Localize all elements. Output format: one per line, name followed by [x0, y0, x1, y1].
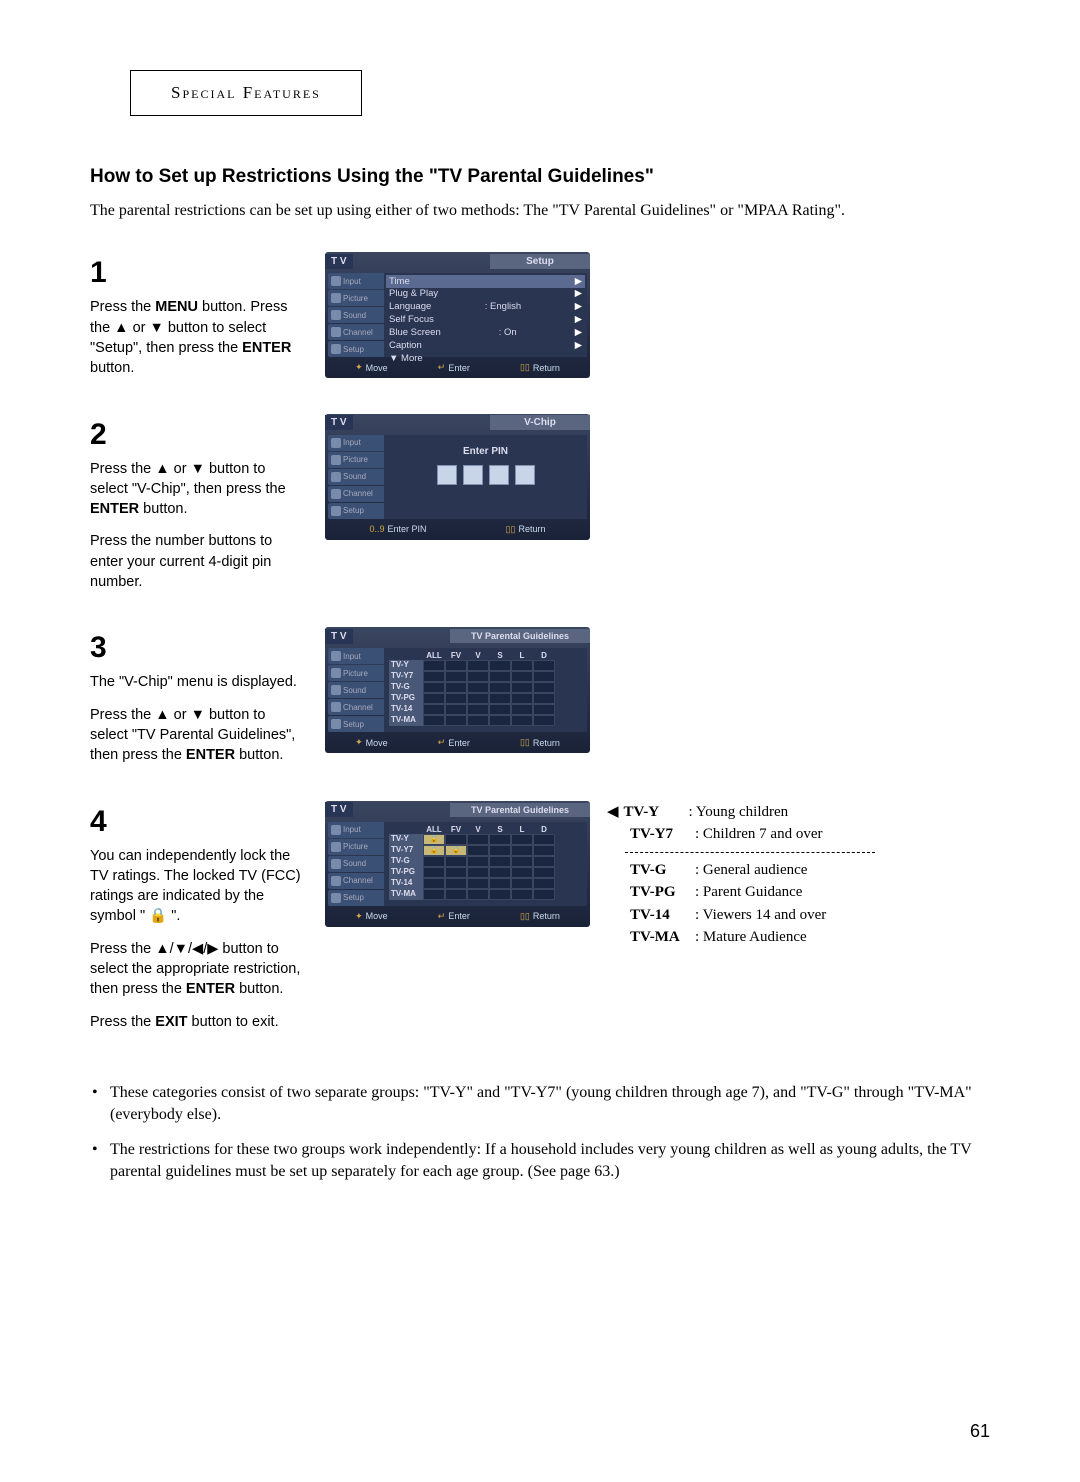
- rating-row: TV-MA: [389, 715, 582, 726]
- step-3: 3 The "V-Chip" menu is displayed. Press …: [90, 627, 990, 765]
- osd-tab: Input: [328, 435, 384, 451]
- osd-tab: Sound: [328, 856, 384, 872]
- osd-tab: Sound: [328, 469, 384, 485]
- pin-input-boxes: [389, 465, 582, 485]
- osd-tab: Channel: [328, 873, 384, 889]
- osd-tab: Input: [328, 822, 384, 838]
- osd-tab: Sound: [328, 307, 384, 323]
- page-subtitle: How to Set up Restrictions Using the "TV…: [90, 166, 990, 188]
- rating-row: TV-G: [389, 682, 582, 693]
- osd-tab: Picture: [328, 839, 384, 855]
- osd-tab: Input: [328, 273, 384, 289]
- section-header: Special Features: [171, 83, 321, 103]
- rating-row: TV-MA: [389, 889, 582, 900]
- osd-menu-row: Plug & Play▶: [389, 287, 582, 300]
- rating-row: TV-Y7🔒🔒: [389, 845, 582, 856]
- step-4: 4 You can independently lock the TV rati…: [90, 801, 990, 1032]
- osd-tab: Input: [328, 648, 384, 664]
- step-number: 4: [90, 801, 305, 843]
- osd-tab: Channel: [328, 324, 384, 340]
- rating-row: TV-Y🔒: [389, 834, 582, 845]
- osd-tab: Channel: [328, 699, 384, 715]
- osd-tab: Picture: [328, 452, 384, 468]
- lock-icon: 🔒: [423, 834, 445, 845]
- osd-parental-grid-locked: T VTV Parental Guidelines InputPictureSo…: [325, 801, 590, 927]
- osd-tab: Setup: [328, 503, 384, 519]
- osd-tab: Sound: [328, 682, 384, 698]
- footnotes: These categories consist of two separate…: [90, 1082, 990, 1184]
- intro-text: The parental restrictions can be set up …: [90, 200, 990, 222]
- osd-parental-grid: T VTV Parental Guidelines InputPictureSo…: [325, 627, 590, 753]
- lock-icon: 🔒: [423, 845, 445, 856]
- page-number: 61: [970, 1421, 990, 1442]
- step-number: 1: [90, 252, 305, 294]
- rating-row: TV-G: [389, 856, 582, 867]
- rating-legend: ◀TV-Y: Young children TV-Y7: Children 7 …: [625, 801, 875, 949]
- osd-menu-row: Self Focus▶: [389, 313, 582, 326]
- step-number: 3: [90, 627, 305, 669]
- step-number: 2: [90, 414, 305, 456]
- osd-menu-row: Blue Screen: On▶: [389, 326, 582, 339]
- footnote: The restrictions for these two groups wo…: [110, 1139, 990, 1184]
- rating-row: TV-14: [389, 878, 582, 889]
- rating-row: TV-Y: [389, 660, 582, 671]
- osd-tab: Channel: [328, 486, 384, 502]
- rating-row: TV-Y7: [389, 671, 582, 682]
- rating-row: TV-PG: [389, 693, 582, 704]
- osd-tab: Picture: [328, 665, 384, 681]
- osd-menu-row: Language: English▶: [389, 300, 582, 313]
- osd-vchip-pin: T VV-Chip InputPictureSoundChannelSetup …: [325, 414, 590, 540]
- osd-tab: Picture: [328, 290, 384, 306]
- lock-icon: 🔒: [445, 845, 467, 856]
- osd-setup-menu: T VSetup InputPictureSoundChannelSetup T…: [325, 252, 590, 378]
- step-1: 1 Press the MENU button. Press the ▲ or …: [90, 252, 990, 378]
- rating-row: TV-PG: [389, 867, 582, 878]
- osd-tab: Setup: [328, 341, 384, 357]
- rating-row: TV-14: [389, 704, 582, 715]
- osd-menu-row: Caption▶: [389, 339, 582, 352]
- step-2: 2 Press the ▲ or ▼ button to select "V-C…: [90, 414, 990, 593]
- osd-tab: Setup: [328, 890, 384, 906]
- footnote: These categories consist of two separate…: [110, 1082, 990, 1127]
- section-header-box: Special Features: [130, 70, 362, 116]
- osd-tab: Setup: [328, 716, 384, 732]
